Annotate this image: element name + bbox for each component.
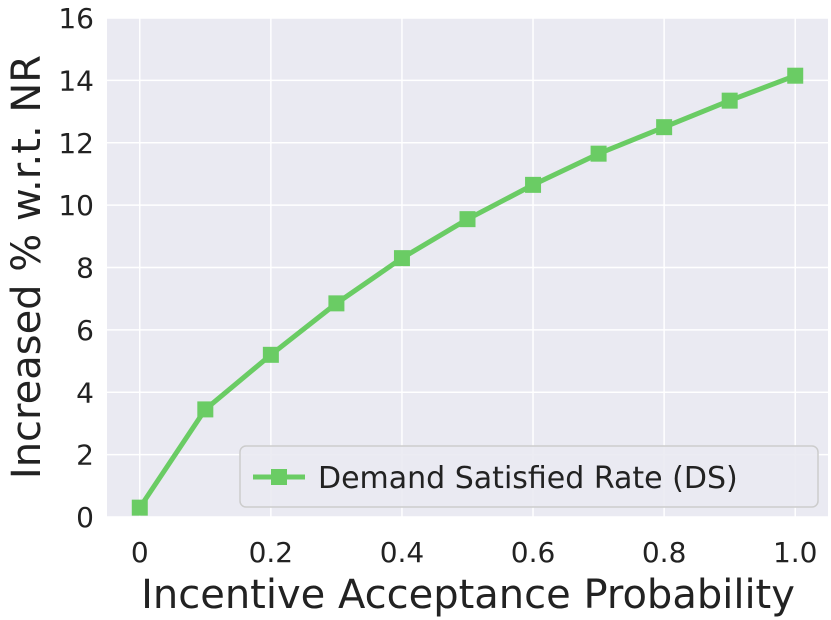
data-point	[459, 211, 476, 228]
data-point	[590, 145, 607, 162]
legend-label: Demand Satisfied Rate (DS)	[318, 461, 738, 496]
y-tick-label: 8	[76, 252, 94, 285]
data-point	[525, 176, 542, 193]
x-tick-label: 0.4	[380, 536, 425, 569]
legend-box	[239, 445, 819, 508]
y-tick-label: 16	[58, 2, 94, 35]
x-tick-label: 0	[131, 536, 149, 569]
legend: Demand Satisfied Rate (DS)	[239, 445, 819, 508]
data-point	[787, 67, 804, 84]
data-point	[656, 119, 673, 136]
y-tick-label: 2	[76, 439, 94, 472]
x-tick-labels: 0 0.2 0.4 0.6 0.8 1.0	[131, 536, 818, 569]
data-point	[393, 250, 410, 267]
data-point	[197, 401, 214, 418]
data-point	[328, 295, 345, 312]
y-tick-label: 14	[58, 64, 94, 97]
y-tick-label: 12	[58, 127, 94, 160]
y-axis-label: Increased % w.r.t. NR	[4, 55, 50, 479]
x-tick-label: 0.8	[642, 536, 687, 569]
series-layer	[131, 67, 804, 516]
y-tick-label: 6	[76, 314, 94, 347]
x-axis-label: Incentive Acceptance Probability	[141, 572, 795, 618]
legend-marker	[271, 469, 287, 485]
x-tick-label: 0.6	[511, 536, 556, 569]
x-tick-label: 1.0	[773, 536, 818, 569]
data-point	[721, 92, 738, 109]
y-tick-labels: 0 2 4 6 8 10 12 14 16	[58, 2, 94, 534]
x-tick-label: 0.2	[249, 536, 294, 569]
y-tick-label: 4	[76, 376, 94, 409]
data-point	[131, 499, 148, 516]
y-tick-label: 10	[58, 189, 94, 222]
y-tick-label: 0	[76, 501, 94, 534]
data-point	[262, 346, 279, 363]
